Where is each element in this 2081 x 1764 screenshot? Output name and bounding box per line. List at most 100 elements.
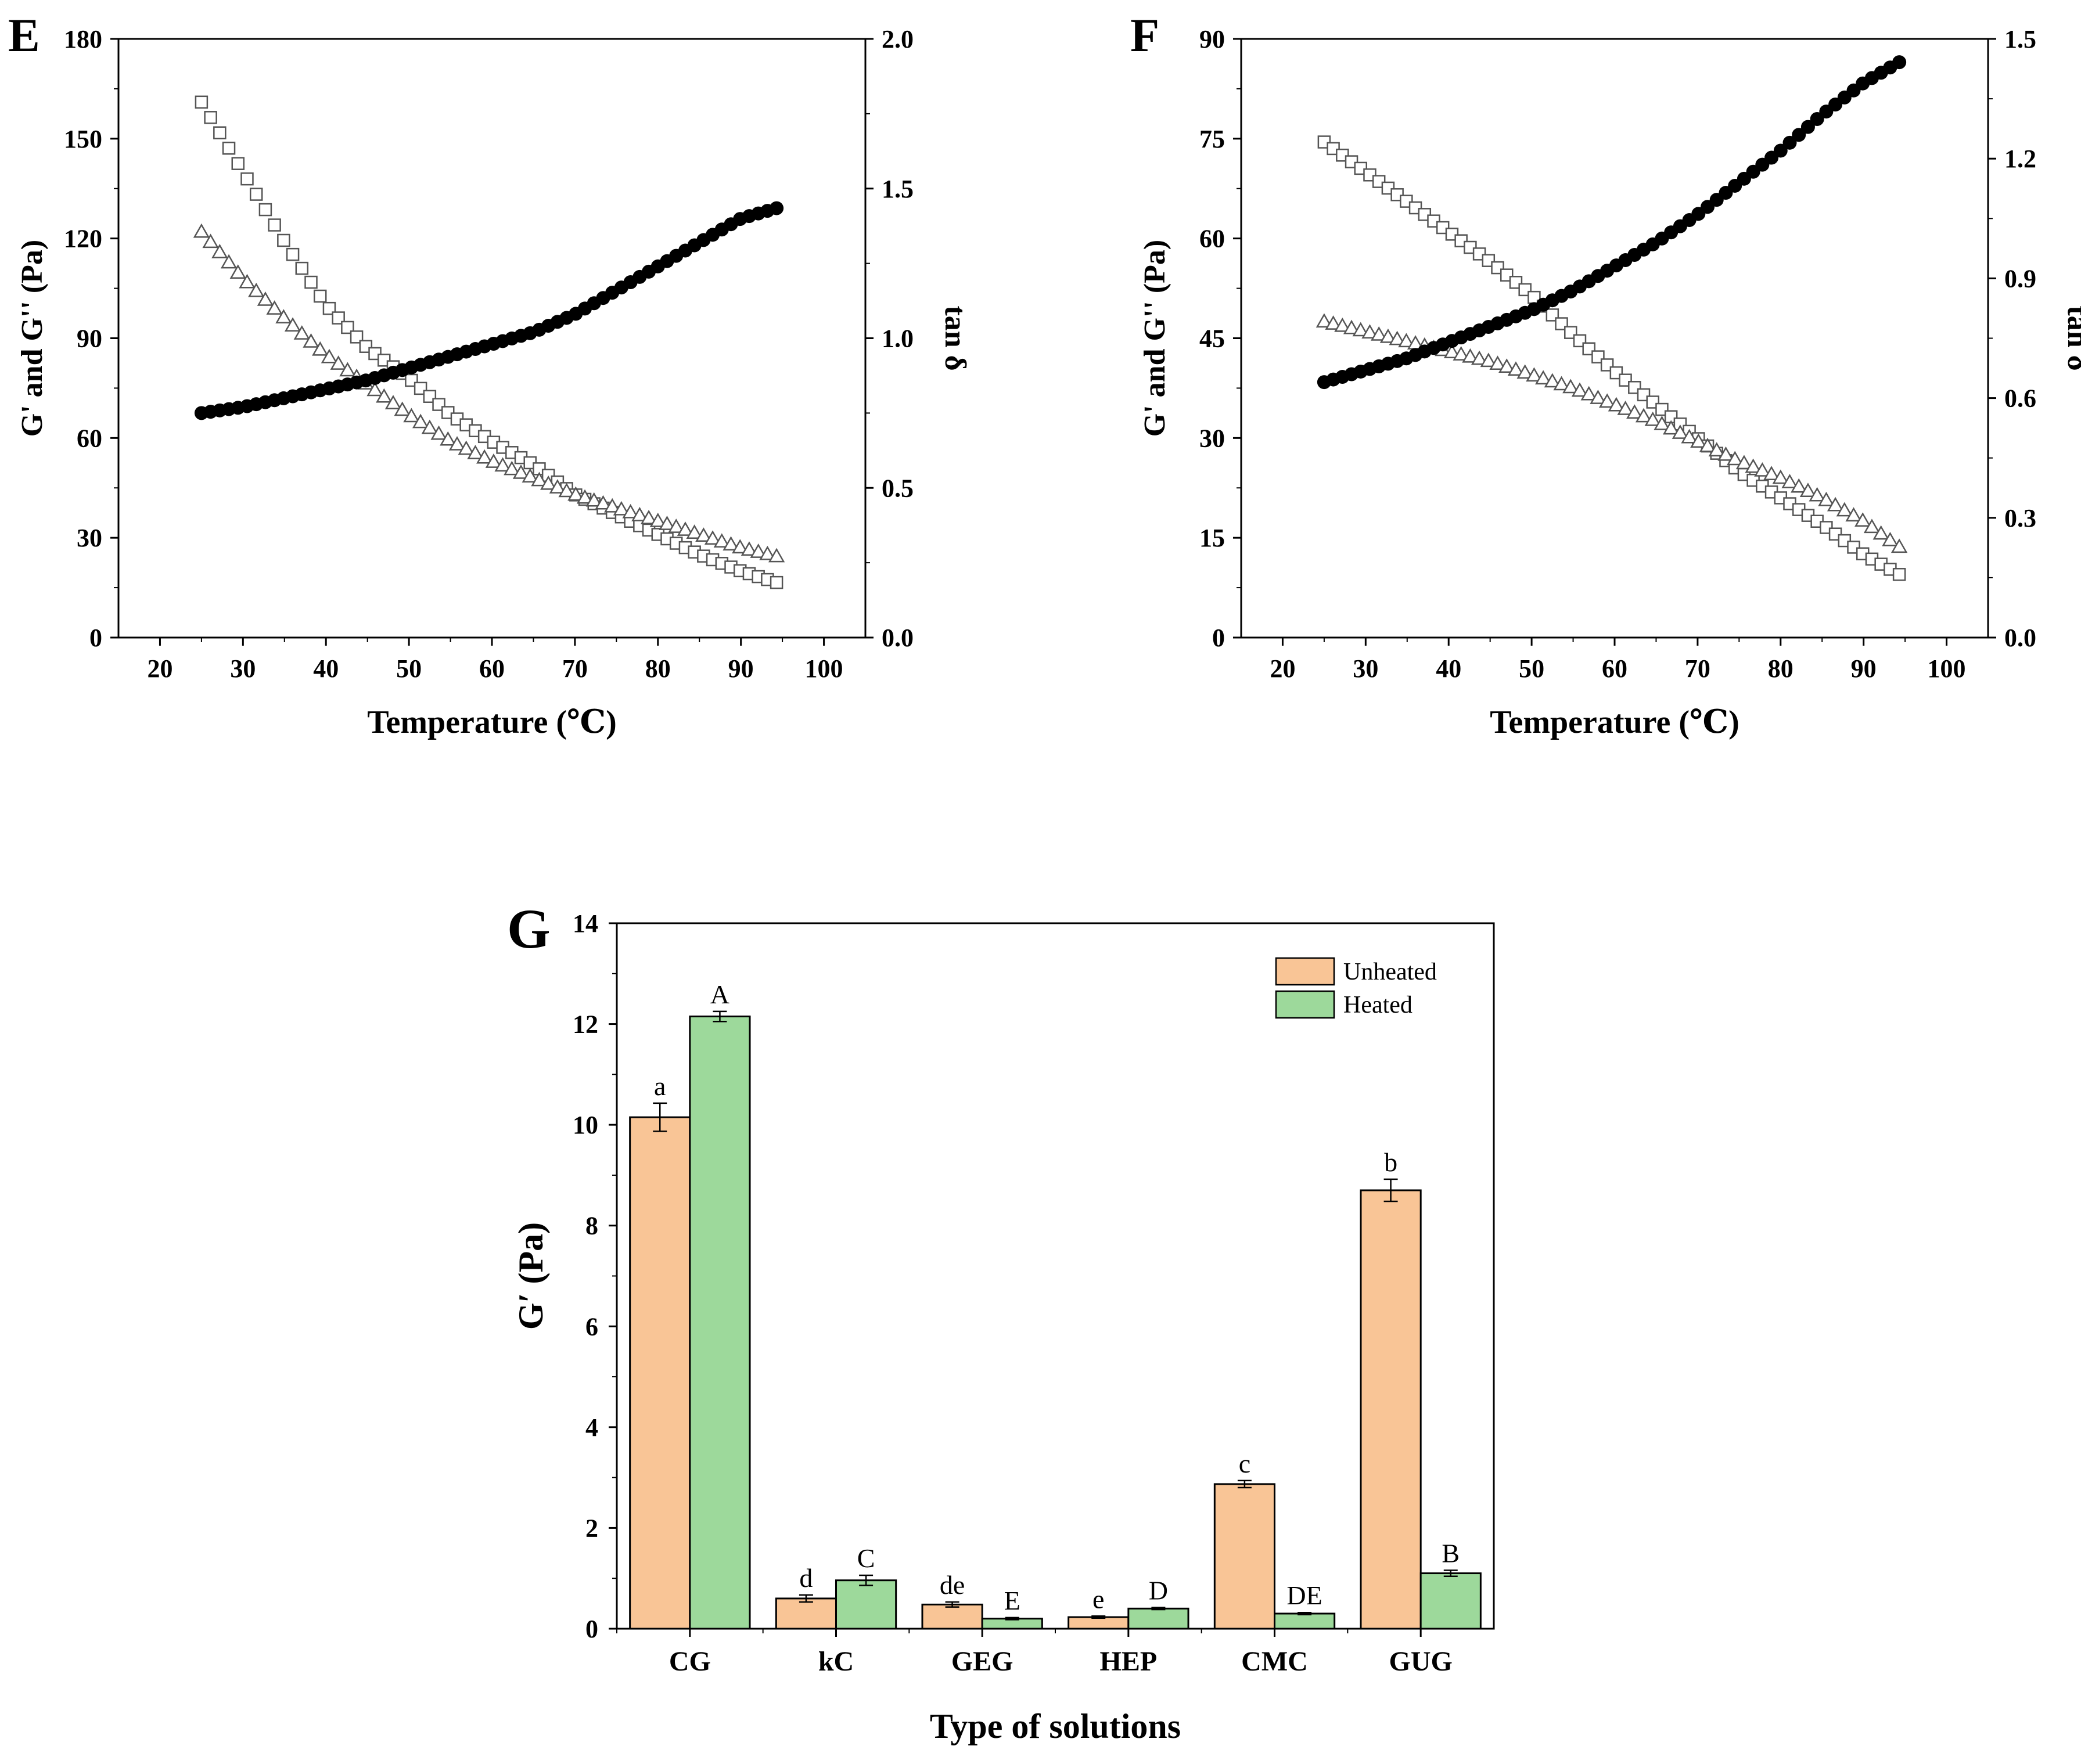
triangle-marker [558,483,575,498]
square-marker [240,172,254,186]
triangle-marker [1498,358,1515,373]
triangle-marker [1553,376,1570,391]
triangle-marker [1845,507,1862,522]
series-tan-markers [1317,55,1907,390]
x-tick-label: 50 [1519,654,1544,683]
triangle-marker [1735,455,1753,470]
category-label-gug: GUG [1389,1646,1452,1677]
square-marker [313,289,327,303]
triangle-marker [1343,319,1360,334]
legend-label-heated: Heated [1343,992,1413,1018]
bar-unheated-kc [775,1597,837,1630]
x-tick-label: 70 [562,654,588,683]
triangle-marker [695,527,712,542]
triangle-marker [293,325,310,340]
category-label-cmc: CMC [1241,1646,1308,1677]
triangle-marker [275,309,292,324]
triangle-marker [512,464,530,479]
triangle-marker [1361,324,1378,339]
square-marker [286,247,300,261]
x-tick-label: 30 [230,654,256,683]
triangle-marker [1644,411,1661,426]
triangle-marker [768,548,785,563]
square-marker [304,275,318,289]
y-axis-title: G' and G'' (Pa) [1138,240,1171,437]
triangle-marker [1352,322,1369,337]
x-tick-label: 100 [805,654,843,683]
triangle-marker [1781,474,1798,488]
triangle-marker [284,317,301,332]
category-label-hep: HEP [1099,1646,1157,1677]
triangle-marker [1534,370,1552,385]
triangle-marker [1480,352,1497,368]
y-tick-label: 180 [64,25,102,53]
y-tick-label: 12 [573,1010,598,1039]
triangle-marker [1371,326,1388,341]
triangle-marker [1763,466,1780,481]
triangle-marker [312,341,329,356]
y-tick-label: 75 [1199,125,1225,153]
triangle-marker [1598,393,1616,408]
series-g-markers [1317,135,1906,581]
triangle-marker [440,431,457,446]
triangle-marker [1316,313,1333,328]
triangle-marker [595,495,612,510]
triangle-marker [193,223,210,238]
triangle-marker [1863,519,1881,534]
x-tick-label: 90 [728,654,754,683]
y2-tick-label: 0.9 [2004,264,2036,293]
triangle-marker [1590,390,1606,404]
x-axis-title: Temperature (℃) [1490,704,1739,740]
significance-label: E [1004,1586,1020,1615]
x-tick-label: 80 [1768,654,1794,683]
bar-unheated-geg [921,1603,983,1630]
y2-tick-label: 0.6 [2004,384,2036,413]
triangle-marker [668,519,685,533]
square-marker [770,575,783,589]
triangle-marker [403,408,420,423]
triangle-marker [1654,415,1670,430]
triangle-marker [1325,315,1342,330]
y-tick-label: 120 [64,225,102,253]
y2-tick-label: 0.0 [2004,624,2036,652]
y-tick-label: 8 [585,1212,598,1240]
triangle-marker [567,486,584,501]
square-marker [332,311,345,325]
panel-F: F 20 30 40 50 60 70 80 90 100 0 15 30 45 60 75 90 0.0 0.3 0… [1130,9,2081,740]
triangle-marker [1717,446,1734,461]
significance-label: D [1149,1576,1168,1605]
triangle-marker [732,539,749,554]
bar-heated-gug [1419,1572,1482,1630]
significance-label: c [1239,1449,1250,1478]
bar-unheated-gug [1360,1189,1422,1630]
square-marker [258,203,272,217]
circle-marker [1792,128,1806,142]
panel-G: G 0 2 4 6 8 10 12 14 CG a AkC d C GEG de E HEP e D CMC c DE GUG… [507,898,1495,1745]
x-tick-label: 50 [396,654,422,683]
circle-marker [1782,135,1797,150]
triangle-marker [1571,382,1588,397]
legend-label-unheated: Unheated [1343,959,1437,985]
triangle-marker [1617,400,1634,415]
triangle-marker [1507,361,1525,376]
bar-heated-cmc [1274,1612,1336,1630]
triangle-marker [1854,512,1871,527]
triangle-marker [631,506,648,521]
triangle-marker [549,479,566,494]
significance-label: A [710,980,729,1009]
triangle-marker [576,489,594,504]
square-marker [231,157,245,170]
x-tick-label: 40 [313,654,339,683]
circle-marker [1773,143,1788,158]
square-marker [222,141,236,155]
triangle-marker [211,243,228,258]
square-marker [195,95,209,109]
triangle-marker [220,254,238,269]
y2-tick-label: 0.5 [882,474,914,502]
triangle-marker [1516,364,1533,379]
triangle-marker [430,425,447,440]
triangle-marker [1580,386,1597,401]
panel-letter: F [1130,9,1159,62]
y-tick-label: 4 [585,1413,598,1442]
